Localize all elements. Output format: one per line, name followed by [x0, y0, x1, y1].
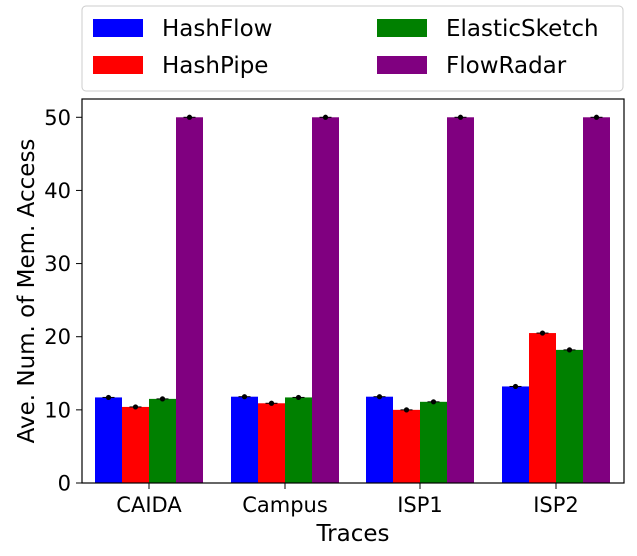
bar-hashflow-caida: [95, 397, 122, 483]
y-axis: 0 10 20 30 40 50: [44, 106, 82, 496]
y-tick-label: 50: [44, 106, 71, 130]
legend-frame: [81, 5, 624, 92]
x-tick-label-caida: CAIDA: [116, 493, 182, 517]
mean-marker: [403, 407, 410, 413]
x-axis: CAIDA Campus ISP1 ISP2: [116, 483, 579, 517]
mean-marker: [186, 114, 193, 120]
legend-label-hashpipe: HashPipe: [162, 53, 268, 79]
bar-flowradar-isp1: [447, 117, 474, 484]
bar-flowradar-isp2: [583, 117, 610, 484]
legend-label-flowradar: FlowRadar: [446, 53, 567, 79]
mean-marker: [457, 114, 464, 120]
x-tick-label-campus: Campus: [242, 493, 328, 517]
bar-hashflow-campus: [231, 396, 258, 483]
bar-elasticsketch-isp2: [556, 349, 583, 483]
bar-flowradar-campus: [312, 117, 339, 484]
mean-marker: [512, 383, 519, 390]
legend-swatch-hashflow: [93, 19, 143, 37]
mean-marker: [566, 347, 573, 353]
x-tick-label-isp2: ISP2: [533, 493, 579, 517]
bar-hashpipe-caida: [122, 406, 149, 483]
legend: HashFlow HashPipe ElasticSketch FlowRadar: [81, 5, 624, 92]
bar-hashpipe-isp1: [393, 409, 420, 483]
legend-swatch-elasticsketch: [377, 19, 427, 37]
mean-marker: [132, 404, 139, 410]
y-tick-label: 20: [44, 325, 71, 349]
mean-marker: [376, 394, 383, 400]
bar-hashpipe-campus: [258, 403, 285, 483]
bar-flowradar-caida: [176, 117, 203, 484]
y-tick-label: 30: [44, 252, 71, 276]
plot-area-frame: [81, 98, 625, 484]
x-axis-title: Traces: [316, 521, 390, 547]
bar-hashflow-isp2: [502, 386, 529, 483]
bar-elasticsketch-caida: [149, 398, 176, 483]
bar-hashflow-isp1: [366, 396, 393, 483]
legend-swatch-flowradar: [377, 56, 427, 74]
legend-label-hashflow: HashFlow: [162, 16, 272, 42]
y-axis-title: Ave. Num. of Mem. Access: [14, 139, 40, 444]
mean-marker: [241, 394, 248, 400]
legend-swatch-hashpipe: [93, 56, 143, 74]
mean-marker: [593, 114, 600, 120]
bar-elasticsketch-isp1: [420, 401, 447, 483]
mean-marker: [539, 330, 546, 336]
mean-marker: [322, 114, 329, 120]
mean-marker: [268, 400, 275, 406]
bar-hashpipe-isp2: [529, 333, 556, 483]
mean-marker: [159, 396, 166, 402]
y-tick-label: 10: [44, 398, 71, 422]
bars: [95, 117, 610, 484]
mean-marker: [430, 399, 437, 405]
y-tick-label: 40: [44, 179, 71, 203]
bar-elasticsketch-campus: [285, 397, 312, 483]
mean-marker: [295, 394, 302, 401]
legend-label-elasticsketch: ElasticSketch: [446, 16, 599, 42]
error-markers: [102, 114, 603, 413]
mean-marker: [105, 394, 112, 401]
x-tick-label-isp1: ISP1: [397, 493, 443, 517]
y-tick-label: 0: [58, 472, 71, 496]
